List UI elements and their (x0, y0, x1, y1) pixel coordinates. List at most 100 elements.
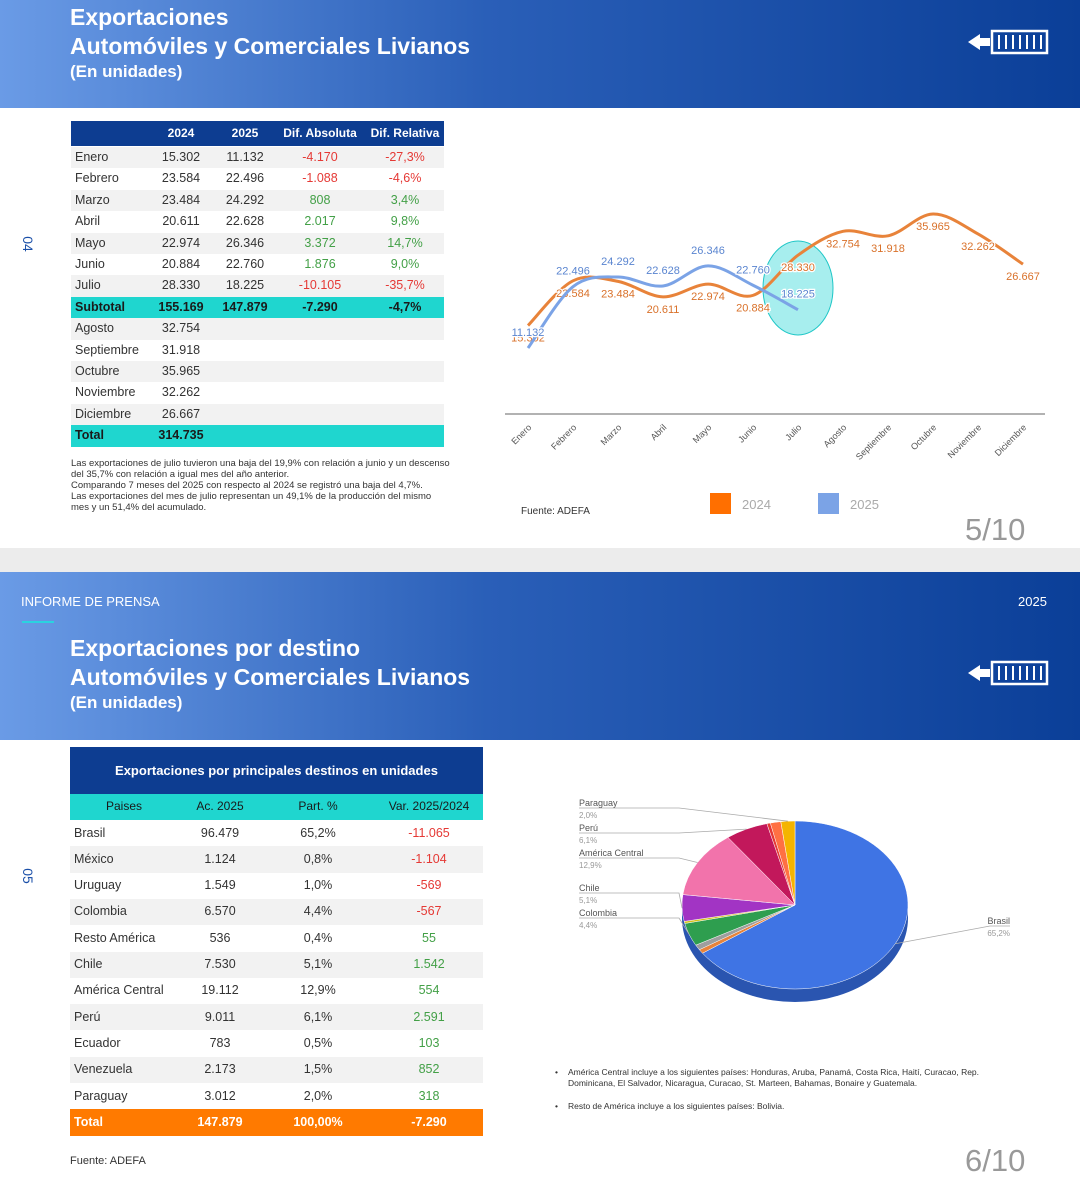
table-cell: -1.088 (302, 171, 338, 186)
table-cell: 554 (418, 983, 440, 998)
table-row (70, 1004, 483, 1031)
table-cell: Chile (74, 957, 103, 971)
pie-value-label: 2,0% (579, 811, 597, 820)
note-text: Resto de América incluye a los siguiente… (567, 1101, 785, 1111)
leader-line (579, 917, 690, 935)
pie-value-label: 12,9% (579, 861, 602, 870)
table-cell: Uruguay (74, 878, 122, 893)
title: Automóviles y Comerciales Livianos (70, 664, 471, 690)
x-tick-label: Septiembre (854, 422, 894, 462)
x-tick-label: Mayo (691, 422, 714, 445)
table-cell: 24.292 (225, 192, 265, 207)
data-label: 18.225 (781, 289, 815, 301)
table-cell: Resto América (74, 930, 156, 945)
table-cell: Julio (75, 278, 101, 293)
table-cell: 3.012 (204, 1088, 236, 1103)
table-cell: Diciembre (75, 406, 132, 421)
table-cell: Ecuador (74, 1035, 121, 1050)
leader-line (579, 807, 788, 822)
table-cell: Perú (74, 1009, 101, 1024)
table-cell: Paraguay (74, 1088, 128, 1103)
table-cell: Agosto (75, 321, 114, 336)
table-row (71, 189, 444, 212)
table-row (70, 951, 483, 978)
table-cell: -4,6% (388, 171, 422, 186)
table-cell: 23.584 (161, 171, 201, 186)
data-label: 11.132 (512, 327, 545, 339)
table-row (70, 1056, 483, 1083)
table-cell: 11.132 (226, 150, 264, 164)
table-row (70, 820, 483, 847)
table-cell: 1.124 (204, 851, 236, 866)
x-tick-label: Noviembre (946, 422, 984, 460)
data-label: 20.884 (736, 302, 770, 314)
subtitle: (En unidades) (70, 62, 183, 81)
table-cell: 31.918 (161, 342, 201, 357)
legend-label: 2024 (742, 497, 771, 512)
table-cell: 1.876 (304, 257, 336, 271)
table-row (71, 361, 444, 383)
pie-value-label: 4,4% (579, 921, 597, 930)
table-cell: -567 (416, 904, 442, 919)
table-cell: 318 (418, 1088, 440, 1103)
table-row (70, 1083, 483, 1110)
data-label: 28.330 (781, 262, 815, 274)
table-cell: 2.017 (304, 214, 336, 229)
table-row (71, 147, 444, 169)
table-cell: Noviembre (75, 385, 136, 400)
pie-slice (682, 837, 796, 906)
data-label: 22.628 (646, 265, 680, 277)
table-row (71, 232, 444, 254)
pie-value-label: 65,2% (987, 929, 1010, 938)
table-cell: 9.011 (204, 1009, 236, 1024)
table-cell: 19.112 (201, 983, 239, 998)
table-cell: 1.542 (413, 957, 445, 971)
data-label: 22.760 (736, 264, 770, 276)
x-tick-label: Enero (509, 422, 533, 446)
data-label: 20.611 (647, 304, 680, 316)
table-row (71, 168, 444, 190)
data-label: 35.965 (916, 221, 950, 233)
table-cell: Colombia (74, 904, 127, 919)
table-cell: 65,2% (300, 825, 336, 840)
x-tick-label: Marzo (599, 422, 624, 447)
x-tick-label: Agosto (822, 422, 849, 449)
table-cell: 7.530 (204, 957, 236, 971)
table-cell: Febrero (75, 171, 119, 186)
table-cell: 23.484 (161, 192, 201, 207)
notes: Las exportaciones de julio tuvieron una … (71, 458, 451, 513)
notes: • América Central incluye a los siguiente… (555, 1067, 1015, 1112)
table-cell: 18.225 (225, 278, 265, 293)
table-cell: -11.065 (408, 825, 450, 840)
table-cell: -7.290 (302, 299, 338, 314)
data-label: 23.484 (601, 288, 635, 300)
column-header: Var. 2025/2024 (388, 799, 470, 813)
data-label: 32.262 (961, 241, 995, 253)
table-cell: -35,7% (385, 278, 425, 293)
pie-value-label: 6,1% (579, 836, 597, 845)
table-row (71, 425, 444, 447)
title: Exportaciones por destino (70, 635, 361, 661)
table-cell: 2.173 (204, 1062, 236, 1077)
page-number: 5/10 (965, 512, 1026, 547)
table-cell: Junio (75, 257, 105, 271)
table-row (71, 339, 444, 361)
table-cell: Venezuela (74, 1062, 133, 1077)
table-row (70, 898, 483, 926)
table-cell: Abril (75, 214, 101, 229)
truck-icon (968, 660, 1049, 686)
note: • Resto de América incluye a los siguient… (555, 1101, 785, 1111)
pie-label: Paraguay (579, 798, 618, 808)
table-cell: 22.974 (161, 235, 201, 250)
table-cell: 14,7% (387, 235, 423, 250)
table-row (71, 211, 444, 233)
leader-line (895, 925, 1010, 945)
table-cell: 15.302 (161, 150, 201, 164)
table-cell: 1.549 (204, 878, 236, 893)
column-header: 2024 (167, 126, 195, 140)
note: Comparando 7 meses del 2025 con respecto… (71, 480, 423, 491)
table-cell: -4.170 (302, 150, 338, 164)
accent-line (22, 621, 54, 623)
pie-label: Colombia (579, 908, 617, 918)
